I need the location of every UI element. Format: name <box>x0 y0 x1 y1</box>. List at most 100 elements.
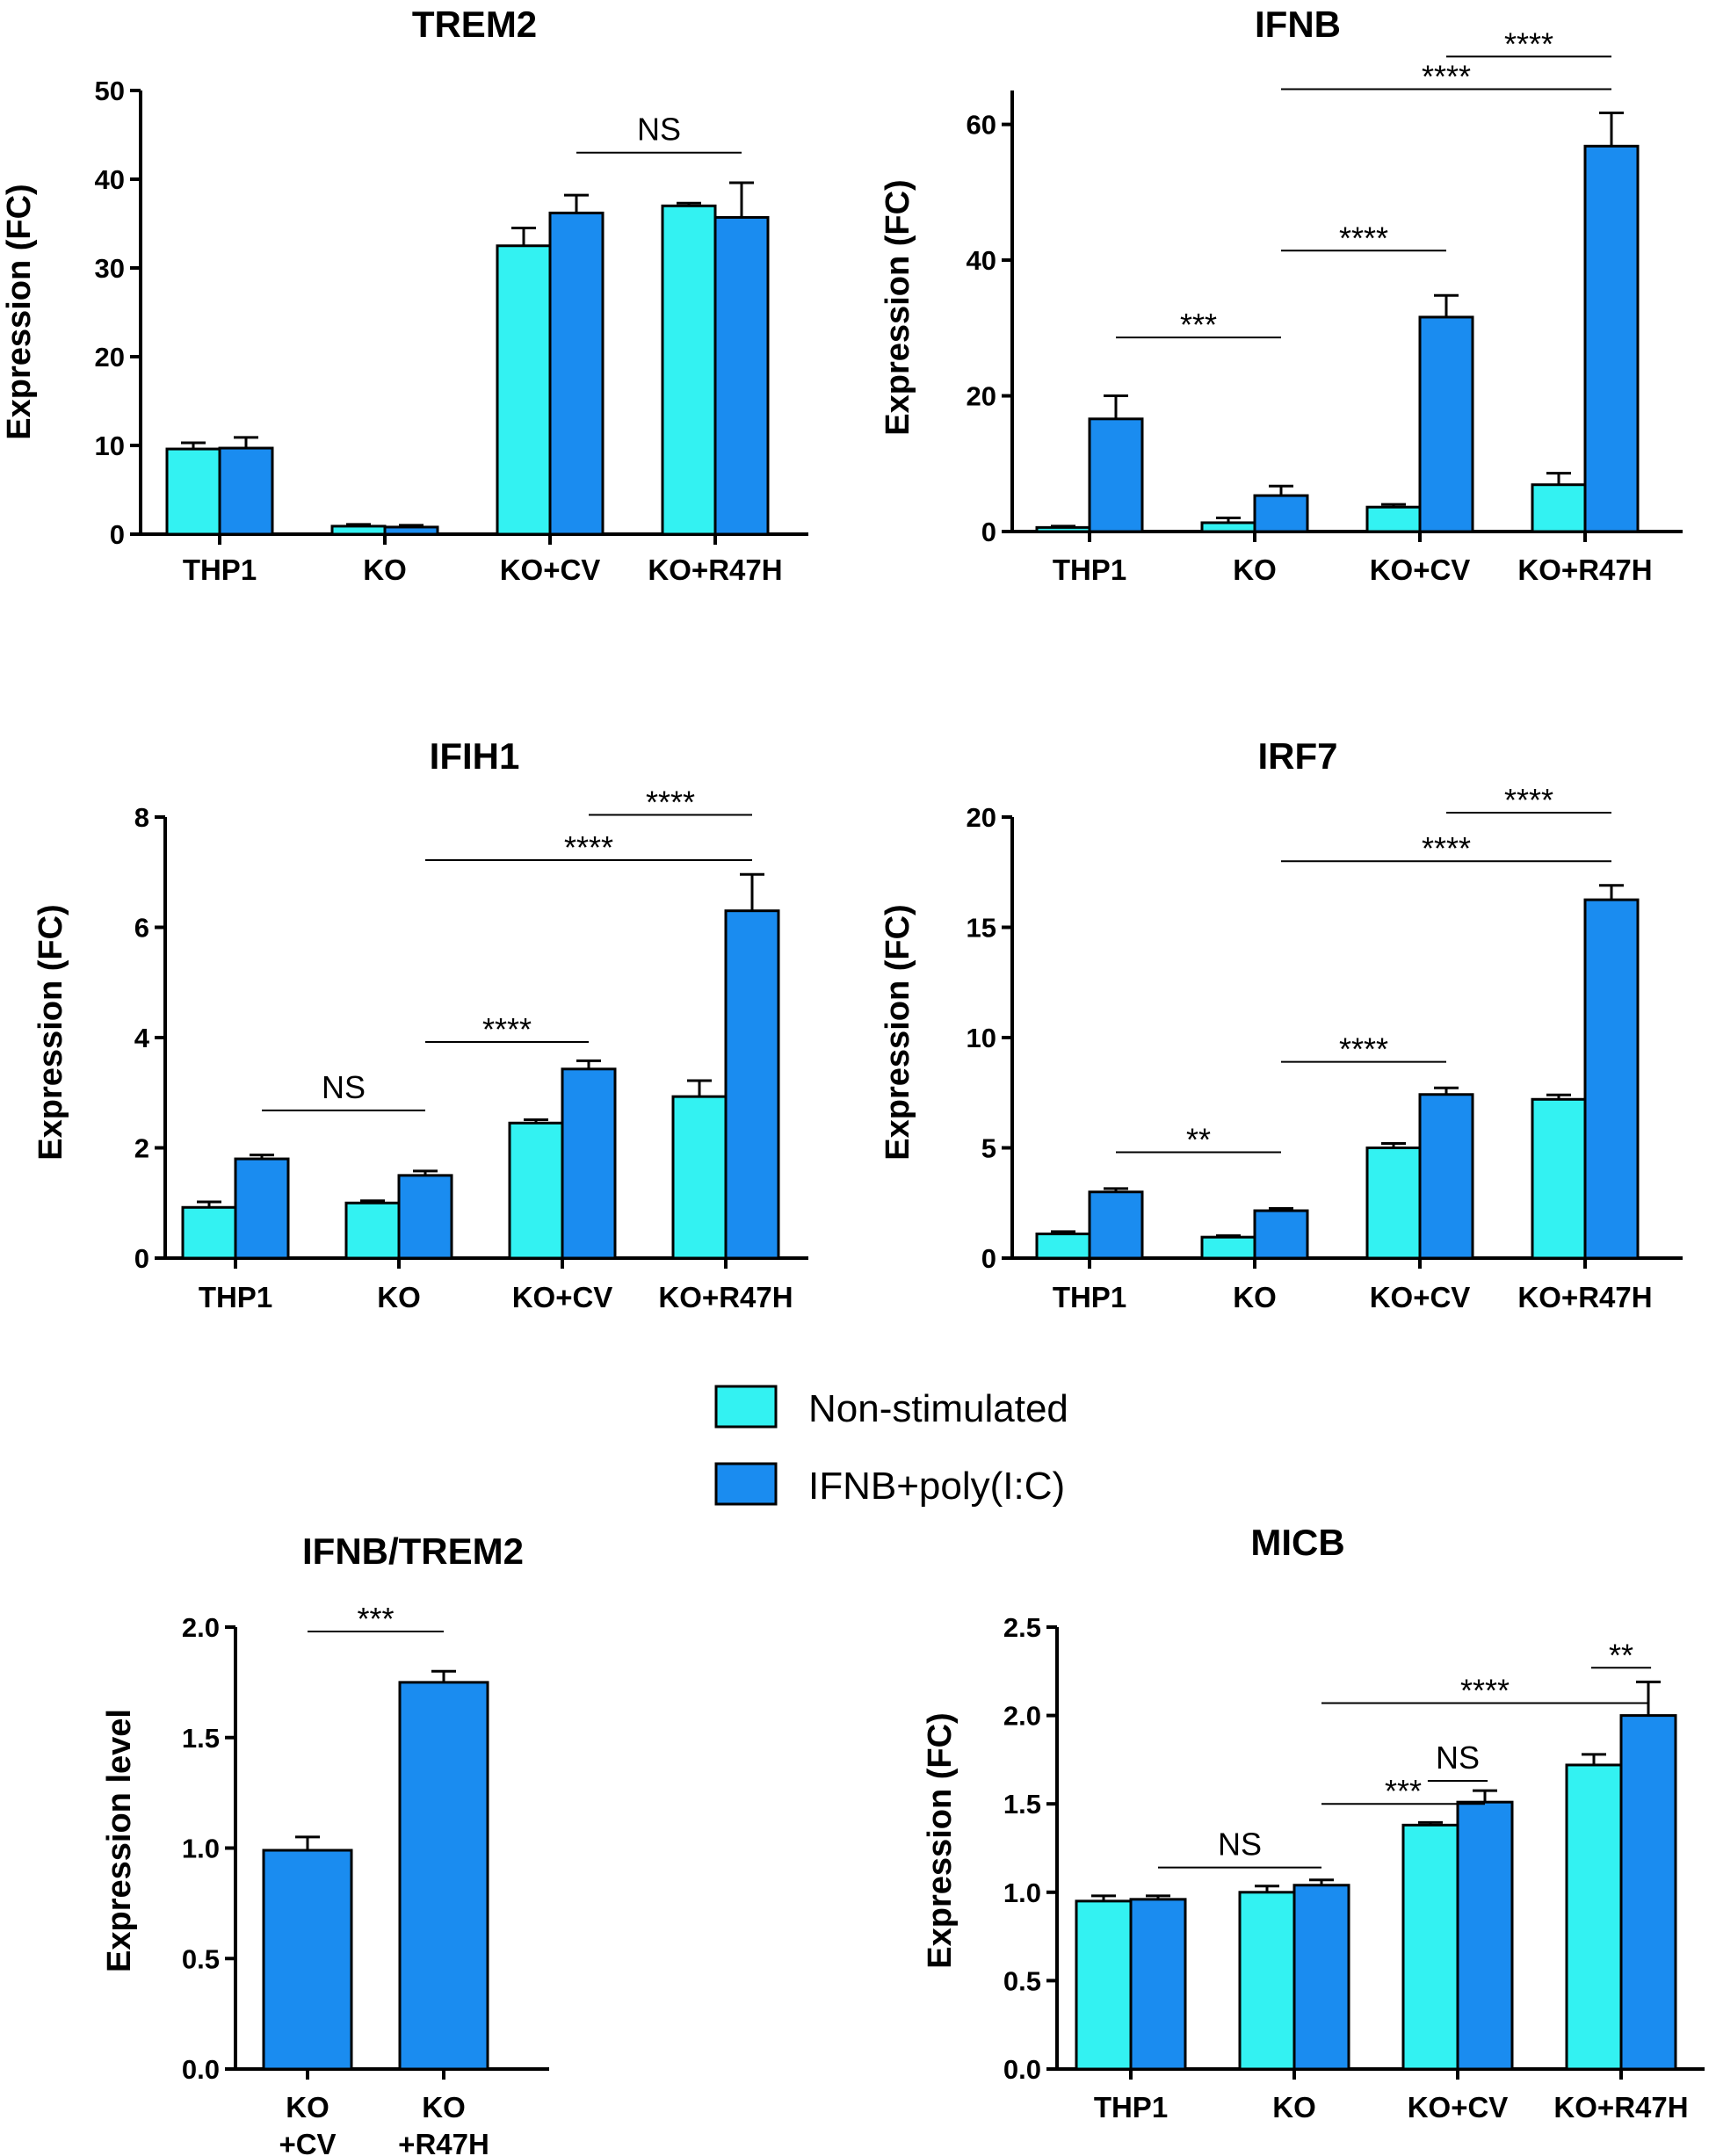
bar <box>1200 521 1256 533</box>
y-tick-label: 4 <box>134 1023 150 1053</box>
bar <box>1075 1899 1133 2071</box>
panel-irf7: IRF7 Expression (FC) 0 5 10 15 20 THP1 KO KO+CV… <box>880 735 1683 1313</box>
y-tick-label: 2.0 <box>1003 1701 1041 1732</box>
bar <box>496 244 552 536</box>
y-tick-label: 1.0 <box>1003 1877 1041 1908</box>
x-tick-label: KO+CV <box>500 553 601 586</box>
bar <box>1200 1235 1256 1260</box>
x-tick-label: KO+CV <box>1408 2091 1509 2123</box>
bar <box>548 211 605 536</box>
panel-title: IRF7 <box>1257 735 1337 777</box>
x-tick-label: +R47H <box>398 2128 489 2156</box>
bar <box>1401 1823 1459 2071</box>
bar <box>383 525 439 536</box>
significance-label: ** <box>1609 1637 1633 1673</box>
bar <box>1253 1209 1309 1260</box>
bar <box>397 1174 453 1260</box>
bar <box>1035 525 1091 533</box>
y-tick-label: 0.0 <box>182 2054 220 2085</box>
significance-label: **** <box>1422 58 1471 94</box>
panel-ifnb: IFNB Expression (FC) 0 20 40 60 THP1 KO KO+CV K… <box>880 4 1683 586</box>
plot-area: 0.0 0.5 1.0 1.5 2.0 2.5 THP1 KO KO+CV KO+R47H NS **… <box>1003 1612 1705 2123</box>
x-tick-label: KO <box>1233 553 1277 586</box>
legend-swatch-stimulated <box>714 1462 778 1506</box>
bar <box>1253 494 1309 533</box>
significance-label: **** <box>1460 1673 1510 1709</box>
bar <box>218 446 274 536</box>
bar <box>1088 417 1144 533</box>
y-tick-label: 2 <box>134 1133 149 1164</box>
x-tick-label: KO <box>1233 1281 1277 1313</box>
significance-label: **** <box>1339 220 1388 256</box>
significance-label: **** <box>482 1011 532 1047</box>
x-tick-label: KO <box>377 1281 421 1313</box>
plot-area: 0 10 20 30 40 50 THP1 KO KO+CV KO+R47H NS <box>95 76 808 586</box>
y-tick-label: 0 <box>110 519 125 550</box>
y-tick-label: 1.0 <box>182 1834 220 1864</box>
plot-area: 0.0 0.5 1.0 1.5 2.0 KO +CV KO +R47H *** <box>182 1601 549 2156</box>
y-tick-label: 40 <box>95 164 125 195</box>
y-tick-label: 20 <box>967 381 996 412</box>
bar <box>165 447 221 536</box>
bar <box>1531 483 1587 533</box>
legend-label-stimulated: IFNB+poly(I:C) <box>808 1465 1065 1508</box>
bar <box>344 1201 401 1260</box>
panel-title: MICB <box>1250 1522 1344 1563</box>
x-tick-label: KO+R47H <box>1553 2091 1688 2123</box>
significance-label: **** <box>1504 782 1553 818</box>
bar <box>713 215 770 536</box>
y-axis-label: Expression (FC) <box>1 184 38 439</box>
y-tick-label: 0.5 <box>1003 1965 1041 1996</box>
x-tick-label: KO+R47H <box>648 553 782 586</box>
x-tick-label: THP1 <box>1053 553 1126 586</box>
y-tick-label: 0.0 <box>1003 2054 1041 2085</box>
x-tick-label: KO <box>1272 2091 1316 2123</box>
x-tick-label: KO+R47H <box>658 1281 793 1313</box>
bar <box>671 1095 728 1260</box>
significance-label: NS <box>322 1069 366 1105</box>
y-tick-label: 1.5 <box>182 1723 220 1754</box>
y-tick-label: 40 <box>967 245 996 276</box>
y-tick-label: 8 <box>134 802 149 833</box>
x-tick-label: KO <box>422 2091 466 2123</box>
x-tick-label: THP1 <box>1053 1281 1126 1313</box>
bar <box>1418 1093 1474 1260</box>
x-tick-label: THP1 <box>199 1281 272 1313</box>
bar <box>561 1067 617 1260</box>
y-tick-label: 2.0 <box>182 1612 220 1643</box>
panel-title: IFNB/TREM2 <box>302 1530 524 1572</box>
y-tick-label: 5 <box>981 1133 996 1164</box>
significance-label: NS <box>1218 1827 1262 1863</box>
significance-label: *** <box>1385 1773 1422 1809</box>
significance-label: *** <box>357 1601 394 1637</box>
significance-label: **** <box>564 829 613 865</box>
bar <box>1531 1097 1587 1260</box>
panel-micb: MICB Expression (FC) 0.0 0.5 1.0 1.5 2.0 2.5 T… <box>922 1522 1705 2123</box>
y-axis-label: Expression (FC) <box>880 179 916 435</box>
bar <box>1583 898 1640 1260</box>
bar <box>1365 1147 1422 1260</box>
significance-label: **** <box>1339 1031 1388 1067</box>
y-tick-label: 10 <box>95 430 125 461</box>
y-tick-label: 20 <box>967 802 996 833</box>
significance-label: **** <box>1422 830 1471 866</box>
bar <box>724 909 780 1260</box>
x-tick-label: THP1 <box>1094 2091 1168 2123</box>
y-axis-label: Expression (FC) <box>922 1712 959 1968</box>
bar <box>1583 144 1640 533</box>
y-tick-label: 10 <box>967 1023 996 1053</box>
y-tick-label: 0 <box>981 517 996 547</box>
x-tick-label: KO+CV <box>1370 1281 1471 1313</box>
y-tick-label: 0 <box>134 1243 149 1274</box>
y-tick-label: 50 <box>95 76 125 106</box>
bar <box>398 1681 489 2071</box>
panel-title: TREM2 <box>412 4 537 45</box>
y-axis-label: Expression (FC) <box>33 904 69 1160</box>
y-tick-label: 15 <box>967 913 996 944</box>
y-axis-label: Expression (FC) <box>880 904 916 1160</box>
x-tick-label: KO+CV <box>1370 553 1471 586</box>
bar <box>1418 315 1474 533</box>
bar <box>1129 1898 1187 2071</box>
